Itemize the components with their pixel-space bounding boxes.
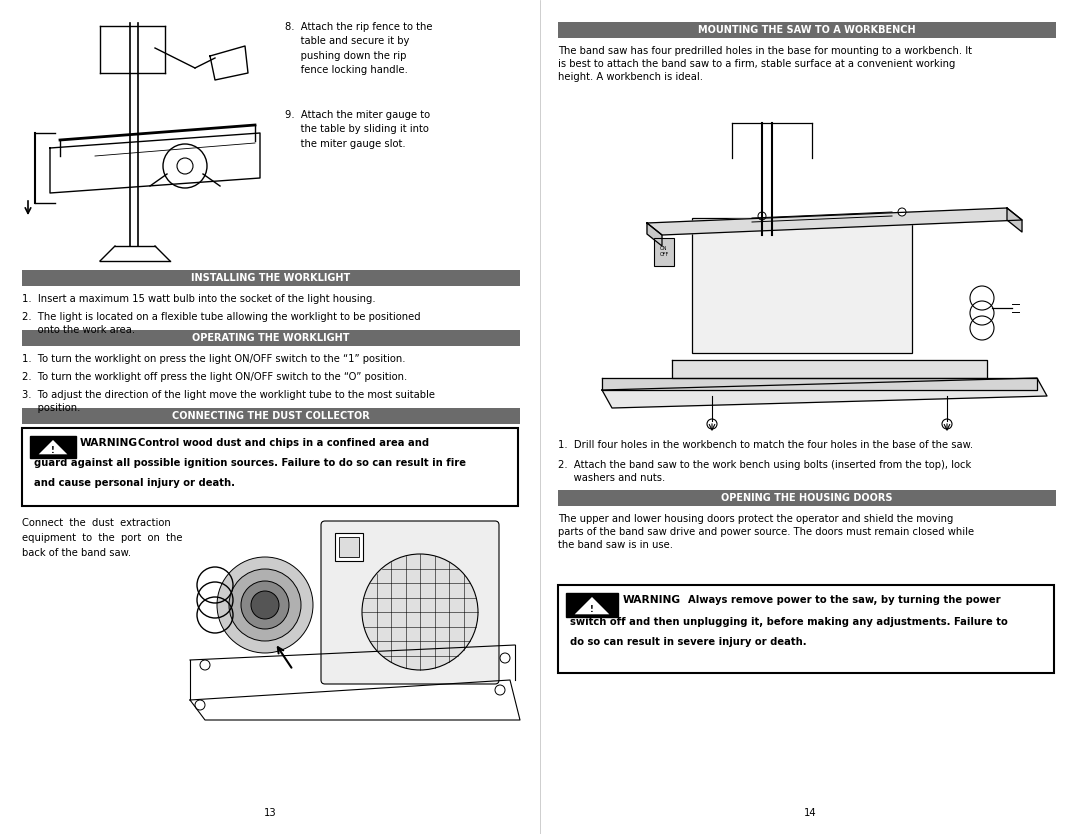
Text: and cause personal injury or death.: and cause personal injury or death. (33, 478, 235, 488)
Bar (558, 22, 1056, 38)
Bar (654, 238, 674, 266)
Circle shape (251, 591, 279, 619)
Circle shape (241, 581, 289, 629)
Circle shape (362, 554, 478, 670)
Text: switch off and then unplugging it, before making any adjustments. Failure to: switch off and then unplugging it, befor… (570, 617, 1008, 627)
Text: 1.  Insert a maximum 15 watt bulb into the socket of the light housing.: 1. Insert a maximum 15 watt bulb into th… (22, 294, 376, 304)
Text: 14: 14 (804, 808, 816, 818)
Polygon shape (37, 439, 69, 455)
Polygon shape (647, 223, 662, 246)
Bar (22, 270, 519, 286)
Text: Control wood dust and chips in a confined area and: Control wood dust and chips in a confine… (138, 438, 429, 448)
Polygon shape (1007, 208, 1022, 232)
Polygon shape (602, 378, 1047, 408)
Text: guard against all possible ignition sources. Failure to do so can result in fire: guard against all possible ignition sour… (33, 458, 465, 468)
Bar (22, 330, 519, 346)
Text: !: ! (590, 605, 594, 614)
Text: !: ! (51, 445, 55, 455)
Circle shape (942, 419, 951, 429)
Text: The upper and lower housing doors protect the operator and shield the moving
par: The upper and lower housing doors protec… (558, 514, 974, 550)
Circle shape (217, 557, 313, 653)
Bar (30, 436, 76, 458)
Text: MOUNTING THE SAW TO A WORKBENCH: MOUNTING THE SAW TO A WORKBENCH (698, 25, 916, 35)
Text: do so can result in severe injury or death.: do so can result in severe injury or dea… (570, 637, 807, 647)
Text: OPERATING THE WORKLIGHT: OPERATING THE WORKLIGHT (192, 333, 350, 343)
Bar (22, 428, 518, 506)
Text: 1.  To turn the worklight on press the light ON/OFF switch to the “1” position.: 1. To turn the worklight on press the li… (22, 354, 405, 364)
Polygon shape (573, 596, 611, 615)
Text: 13: 13 (264, 808, 276, 818)
Circle shape (229, 569, 301, 641)
Text: 1.  Drill four holes in the workbench to match the four holes in the base of the: 1. Drill four holes in the workbench to … (558, 440, 973, 450)
Polygon shape (647, 208, 1022, 235)
Bar (335, 533, 363, 561)
Text: ON
OFF: ON OFF (660, 246, 669, 257)
Circle shape (758, 212, 766, 220)
Text: 2.  The light is located on a flexible tube allowing the worklight to be positio: 2. The light is located on a flexible tu… (22, 312, 420, 335)
Circle shape (200, 660, 210, 670)
Circle shape (195, 700, 205, 710)
FancyBboxPatch shape (321, 521, 499, 684)
Bar (558, 490, 1056, 506)
Text: CONNECTING THE DUST COLLECTOR: CONNECTING THE DUST COLLECTOR (172, 411, 369, 421)
Circle shape (495, 685, 505, 695)
Text: 2.  Attach the band saw to the work bench using bolts (inserted from the top), l: 2. Attach the band saw to the work bench… (558, 460, 971, 483)
Text: 9.  Attach the miter gauge to
     the table by sliding it into
     the miter g: 9. Attach the miter gauge to the table b… (285, 110, 430, 148)
Text: WARNING: WARNING (623, 595, 681, 605)
Bar (558, 585, 1054, 673)
Polygon shape (672, 360, 987, 378)
Bar (339, 537, 359, 557)
Circle shape (897, 208, 906, 216)
Text: Always remove power to the saw, by turning the power: Always remove power to the saw, by turni… (688, 595, 1001, 605)
Text: OPENING THE HOUSING DOORS: OPENING THE HOUSING DOORS (721, 493, 893, 503)
Bar (566, 593, 618, 617)
Text: 3.  To adjust the direction of the light move the worklight tube to the most sui: 3. To adjust the direction of the light … (22, 390, 435, 413)
Text: Connect  the  dust  extraction
equipment  to  the  port  on  the
back of the ban: Connect the dust extraction equipment to… (22, 518, 183, 558)
Circle shape (707, 419, 717, 429)
Text: WARNING: WARNING (80, 438, 138, 448)
Text: The band saw has four predrilled holes in the base for mounting to a workbench. : The band saw has four predrilled holes i… (558, 46, 972, 83)
Text: 8.  Attach the rip fence to the
     table and secure it by
     pushing down th: 8. Attach the rip fence to the table and… (285, 22, 432, 75)
Circle shape (500, 653, 510, 663)
Polygon shape (602, 378, 1037, 390)
Bar (22, 408, 519, 424)
Bar (692, 218, 912, 353)
Text: INSTALLING THE WORKLIGHT: INSTALLING THE WORKLIGHT (191, 273, 351, 283)
Text: 2.  To turn the worklight off press the light ON/OFF switch to the “O” position.: 2. To turn the worklight off press the l… (22, 372, 407, 382)
